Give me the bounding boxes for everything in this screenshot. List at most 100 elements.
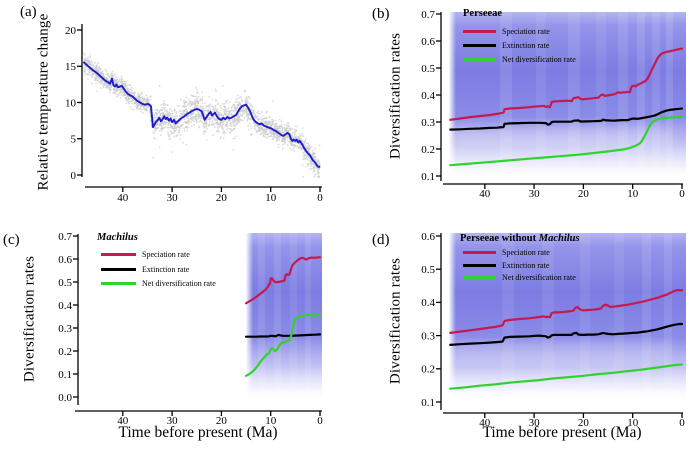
extinction-rate-swatch <box>463 44 496 48</box>
legend-item-speciation: Speciation rate <box>463 27 576 37</box>
svg-text:10: 10 <box>627 188 639 200</box>
svg-text:0.6: 0.6 <box>58 254 72 266</box>
svg-text:0: 0 <box>679 188 685 200</box>
legend-label: Net diversification rate <box>142 279 216 288</box>
legend-item-extinction: Extinction rate <box>101 265 216 275</box>
legend-item-extinction: Extinction rate <box>463 41 576 51</box>
svg-text:0.2: 0.2 <box>58 346 72 358</box>
panel-d-legend: Speciation rate Extinction rate Net dive… <box>463 248 576 286</box>
legend-label: Speciation rate <box>142 250 190 259</box>
svg-text:30: 30 <box>529 417 541 429</box>
svg-text:10: 10 <box>627 417 639 429</box>
net-diversification-rate-swatch <box>101 282 136 286</box>
legend-label: Extinction rate <box>502 41 550 50</box>
svg-text:0.0: 0.0 <box>58 392 72 404</box>
svg-text:10: 10 <box>265 192 277 204</box>
svg-text:0: 0 <box>679 417 685 429</box>
svg-text:40: 40 <box>117 415 129 427</box>
svg-text:10: 10 <box>65 97 77 109</box>
panel-d-label: (d) <box>372 232 390 248</box>
panel-c-label: (c) <box>3 232 20 248</box>
svg-text:20: 20 <box>578 417 590 429</box>
svg-text:0.1: 0.1 <box>421 397 435 409</box>
svg-text:30: 30 <box>529 188 541 200</box>
legend-label: Net diversification rate <box>502 55 576 64</box>
svg-text:30: 30 <box>167 415 179 427</box>
panel-d-chart: 0.1 0.2 0.3 0.4 0.5 0.6 40 30 20 10 0 <box>421 231 686 429</box>
legend-label: Net diversification rate <box>502 273 576 282</box>
panel-b-y-axis-label: Diversification rates <box>387 32 404 160</box>
svg-text:0.4: 0.4 <box>421 90 435 102</box>
panel-a: 0 5 10 15 20 40 30 20 10 0 (a) Relative temperatu… <box>0 0 350 229</box>
svg-text:0.2: 0.2 <box>421 364 435 376</box>
panel-c-chart: 0.0 0.1 0.2 0.3 0.4 0.5 0.6 0.7 40 30 20 10 0 <box>58 231 323 427</box>
legend-label: Speciation rate <box>502 248 550 257</box>
panel-d-title-text: Perseeae without <box>460 233 539 244</box>
svg-text:0: 0 <box>71 170 77 182</box>
panel-c-title-italic: Machilus <box>97 232 138 243</box>
svg-text:20: 20 <box>216 192 228 204</box>
svg-text:5: 5 <box>71 134 77 146</box>
svg-text:0: 0 <box>317 192 323 204</box>
svg-text:0.4: 0.4 <box>58 300 72 312</box>
legend-item-net-diversification: Net diversification rate <box>463 55 576 65</box>
svg-text:0.3: 0.3 <box>421 330 435 342</box>
svg-text:0.7: 0.7 <box>421 9 435 21</box>
svg-text:0: 0 <box>317 415 323 427</box>
panel-a-label: (a) <box>20 4 37 20</box>
svg-text:0.5: 0.5 <box>421 264 435 276</box>
panel-a-y-axis-label: Relative temperature change <box>35 13 52 191</box>
svg-text:30: 30 <box>167 192 179 204</box>
svg-text:0.2: 0.2 <box>421 144 435 156</box>
panel-d: 0.1 0.2 0.3 0.4 0.5 0.6 40 30 20 10 0 (d) Diversif… <box>350 229 700 458</box>
svg-text:0.3: 0.3 <box>421 117 435 129</box>
legend-item-extinction: Extinction rate <box>463 261 576 271</box>
panel-c: 0.0 0.1 0.2 0.3 0.4 0.5 0.6 0.7 40 30 20 10 0 (c) Di… <box>0 229 350 458</box>
svg-text:0.1: 0.1 <box>421 171 435 183</box>
svg-text:20: 20 <box>578 188 590 200</box>
svg-text:20: 20 <box>65 25 77 37</box>
panel-d-y-axis-label: Diversification rates <box>387 257 404 385</box>
panel-b-title: Perseeae <box>463 8 502 19</box>
svg-text:0.6: 0.6 <box>421 36 435 48</box>
svg-text:10: 10 <box>265 415 277 427</box>
panel-d-title: Perseeae without Machilus <box>460 233 580 244</box>
svg-text:20: 20 <box>216 415 228 427</box>
svg-text:0.1: 0.1 <box>58 369 72 381</box>
svg-text:0.6: 0.6 <box>421 231 435 243</box>
extinction-rate-swatch <box>101 267 136 271</box>
svg-text:40: 40 <box>117 192 129 204</box>
svg-text:40: 40 <box>479 417 491 429</box>
panel-c-y-axis-label: Diversification rates <box>21 255 38 383</box>
speciation-rate-swatch <box>101 253 136 257</box>
speciation-rate-swatch <box>463 251 496 255</box>
panel-c-title: Machilus <box>97 232 138 243</box>
panel-b-chart: 0.1 0.2 0.3 0.4 0.5 0.6 0.7 40 30 20 10 0 <box>421 9 686 200</box>
svg-text:0.3: 0.3 <box>58 323 72 335</box>
speciation-rate-swatch <box>463 30 496 34</box>
net-diversification-rate-swatch <box>463 58 496 62</box>
legend-label: Speciation rate <box>502 27 550 36</box>
panel-c-legend: Speciation rate Extinction rate Net dive… <box>101 250 216 294</box>
extinction-rate-swatch <box>463 263 496 267</box>
svg-text:0.5: 0.5 <box>58 277 72 289</box>
svg-text:0.7: 0.7 <box>58 231 72 243</box>
panel-b-title-text: Perseeae <box>463 8 503 19</box>
legend-item-net-diversification: Net diversification rate <box>463 273 576 283</box>
legend-item-speciation: Speciation rate <box>101 250 216 260</box>
legend-label: Extinction rate <box>142 264 190 274</box>
legend-item-speciation: Speciation rate <box>463 248 576 258</box>
svg-text:15: 15 <box>65 61 77 73</box>
svg-text:0.5: 0.5 <box>421 63 435 75</box>
panel-b-legend: Speciation rate Extinction rate Net dive… <box>463 27 576 69</box>
panel-b-label: (b) <box>372 6 390 22</box>
panel-d-x-axis-label: Time before present (Ma) <box>482 424 642 441</box>
panel-d-title-italic: Machilus <box>538 233 580 244</box>
legend-item-net-diversification: Net diversification rate <box>101 279 216 289</box>
svg-text:0.4: 0.4 <box>421 297 435 309</box>
panel-a-chart: 0 5 10 15 20 40 30 20 10 0 <box>65 24 323 204</box>
svg-text:40: 40 <box>479 188 491 200</box>
net-diversification-rate-swatch <box>463 276 496 280</box>
panel-b: 0.1 0.2 0.3 0.4 0.5 0.6 0.7 40 30 20 10 0 (b) Diver… <box>350 0 700 229</box>
